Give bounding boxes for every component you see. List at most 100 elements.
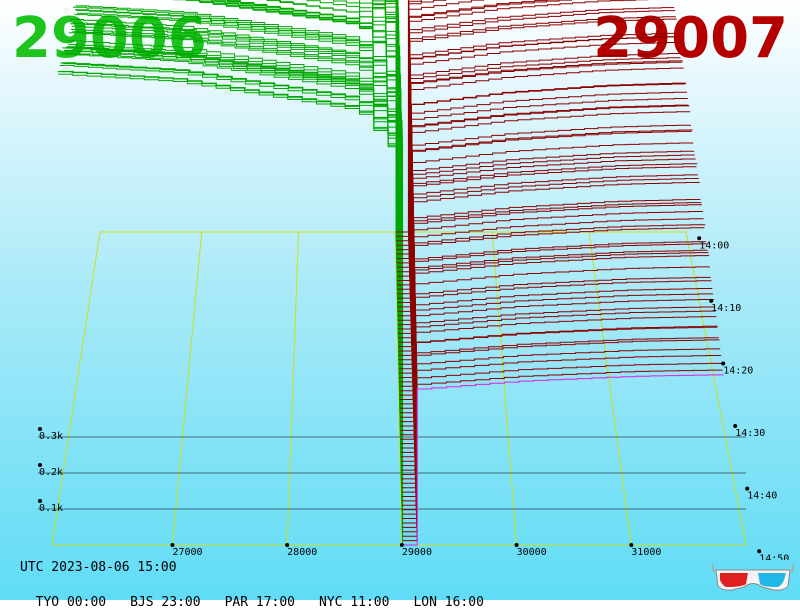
bid-depth-lines [57,0,404,545]
ask-snapshot-line [402,325,718,515]
time-tick-mark [733,424,738,429]
price-gridline [286,231,300,546]
ask-snapshot-line [398,124,691,365]
ask-snapshot-line [401,306,715,497]
ask-snapshot-line [401,299,714,493]
bid-snapshot-line [67,40,402,479]
floor-outline [51,231,747,546]
axis-ticks: 27000 28000 29000 30000 31000 0.1k 0.2k 0.3k 14:… [38,236,789,560]
time-tick-label: 14:40 [747,491,777,502]
ask-snapshot-line [402,362,722,537]
ask-snapshot-line [397,18,677,286]
ask-snapshot-line [399,174,699,405]
ask-snapshot-line [397,53,682,312]
ask-snapshot-line [398,98,688,348]
ask-snapshot-line [401,316,717,506]
bid-snapshot-line [384,0,399,316]
price-gridline [491,231,518,546]
ask-snapshot-line [402,369,723,542]
bid-snapshot-line [396,0,397,254]
bid-snapshot-line [70,23,402,462]
bid-snapshot-line [58,73,403,541]
time-tick-mark [709,298,714,303]
ask-snapshot-line [400,249,708,458]
ask-snapshot-line [400,227,705,440]
3d-glasses-icon[interactable] [712,560,794,594]
ask-snapshot-line [398,67,684,326]
ask-snapshot-line [398,60,683,321]
ask-snapshot-line [397,42,680,303]
ask-snapshot-line [400,243,707,453]
bid-snapshot-line [67,46,402,484]
ask-snapshot-line [399,182,700,414]
bid-snapshot-line [69,32,402,471]
bid-snapshot-line [396,0,398,290]
time-tick-mark [745,486,750,491]
price-tick-mark [285,543,290,547]
bid-snapshot-line [62,47,403,515]
bid-snapshot-line [198,0,401,409]
bid-snapshot-line [226,0,400,391]
ask-snapshot-line [401,266,710,471]
zone-lon: LON 16:00 [413,595,484,610]
ask-snapshot-line [402,355,722,533]
ask-snapshot-line [399,178,699,409]
zone-nyc: NYC 11:00 [319,595,390,610]
ask-snapshot-line [398,105,690,356]
bid-snapshot-line [64,49,403,501]
ask-snapshot-line [400,218,704,436]
ask-snapshot-line [400,224,706,445]
price-tick-mark [399,543,404,547]
ask-snapshot-line [400,241,707,449]
ask-snapshot-line [399,163,698,400]
depth-chart-3d: 27000 28000 29000 30000 31000 0.1k 0.2k 0.3k 14:… [38,0,789,560]
ask-snapshot-line [398,111,691,361]
bid-snapshot-line [72,31,402,448]
ask-snapshot-line [401,293,714,489]
bid-snapshot-line [384,0,399,325]
ask-snapshot-line [402,337,719,519]
bid-snapshot-line [59,65,403,532]
bid-snapshot-line [68,44,402,475]
time-tick-label: 14:10 [711,303,741,314]
bid-snapshot-line [396,0,398,281]
price-tick-label: 28000 [287,547,317,558]
depth-tick-mark [38,499,42,503]
bid-snapshot-line [185,0,401,404]
bid-snapshot-line [211,0,401,413]
ask-snapshot-line [399,150,695,383]
ask-snapshot-line [398,91,687,343]
ask-snapshot-line [401,276,711,475]
bid-snapshot-line [57,71,404,545]
ask-snapshot-line [399,142,694,378]
ask-snapshot-line [397,36,679,299]
price-tick-mark [170,543,175,547]
bid-snapshot-line [77,12,401,418]
time-tick-label: 14:20 [723,365,753,376]
bid-snapshot-line [69,19,402,466]
bid-snapshot-line [74,14,401,435]
ask-snapshot-line [401,255,710,467]
ask-snapshot-line [400,211,703,431]
ask-snapshot-line [399,129,693,374]
ask-snapshot-line [399,158,696,392]
ask-depth-lines [396,0,724,546]
ask-snapshot-line [399,166,697,396]
ask-snapshot-line [396,0,447,246]
timezone-row: TYO 00:00 BJS 23:00 PAR 17:00 NYC 11:00 LON … [20,580,508,610]
bid-snapshot-line [71,29,402,457]
ask-snapshot-line [401,310,716,502]
time-tick-label: 14:30 [735,428,765,439]
ask-snapshot-line [402,348,721,528]
zone-bjs: BJS 23:00 [130,595,201,610]
bid-snapshot-line [371,0,399,329]
bid-snapshot-line [265,0,401,400]
depth-tick-label: 0.3k [39,431,63,442]
ask-snapshot-line [401,288,713,484]
ask-snapshot-line [401,280,712,480]
time-tick-label: 14:00 [699,240,729,251]
depth-tick-mark [38,427,42,431]
price-gridline [171,231,203,546]
price-tick-label: 30000 [517,547,547,558]
price-tick-label: 27000 [172,547,202,558]
